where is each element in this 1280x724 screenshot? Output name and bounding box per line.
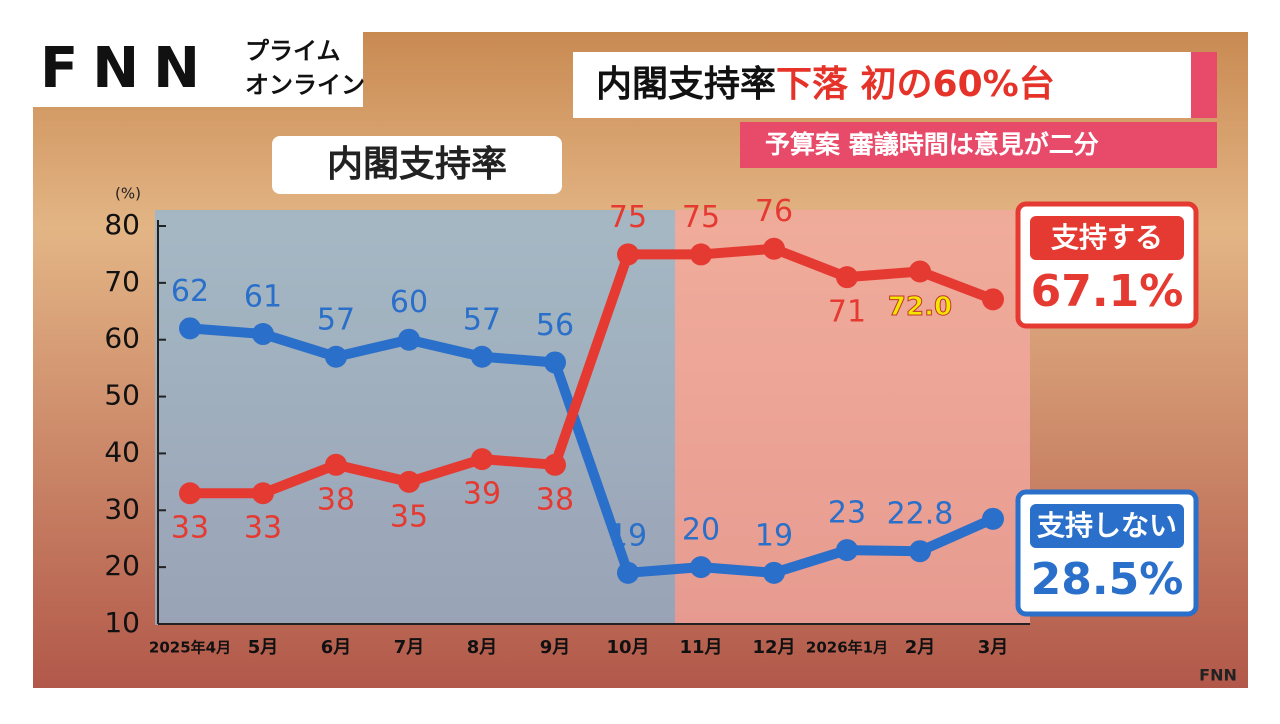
data-point [690, 243, 712, 266]
value-label: 19 [609, 518, 647, 553]
y-tick-label: 80 [104, 208, 140, 241]
callout-name: 支持する [1051, 221, 1163, 254]
x-tick-label: 2025年4月 [149, 639, 231, 657]
logo-box [33, 32, 363, 107]
x-tick-label: 9月 [540, 637, 571, 658]
value-label: 20 [682, 513, 720, 548]
value-label: 39 [463, 477, 501, 512]
data-point [909, 260, 931, 283]
data-point [325, 453, 347, 476]
blue-panel [155, 210, 675, 625]
data-point [982, 288, 1004, 311]
data-point [398, 328, 420, 351]
series-line [190, 243, 995, 499]
x-tick-label: 8月 [467, 637, 498, 658]
data-point [252, 482, 274, 505]
x-tick-label: 2月 [905, 637, 936, 658]
data-point [617, 243, 639, 266]
data-point [763, 561, 785, 584]
subheadline: 予算案 審議時間は意見が二分 [765, 130, 1099, 159]
value-label: 61 [244, 280, 282, 315]
y-tick-label: 30 [104, 492, 140, 525]
data-point [909, 540, 931, 563]
x-tick-label: 6月 [321, 637, 352, 658]
data-point [690, 556, 712, 579]
x-tick-label: 10月 [606, 637, 649, 658]
value-label: 71 [828, 295, 866, 330]
x-tick-label: 12月 [752, 637, 795, 658]
chart-title-box [272, 136, 562, 194]
headline-box [573, 52, 1191, 118]
y-tick-label: 50 [104, 379, 140, 412]
value-label: 57 [317, 302, 355, 337]
data-point [471, 345, 493, 368]
watermark: FNN [1199, 666, 1237, 685]
callout-name-box [1030, 216, 1184, 260]
headline-main: 内閣支持率 [596, 64, 776, 105]
callout-value: 28.5% [1031, 554, 1184, 605]
x-tick-label: 3月 [978, 637, 1009, 658]
headline-accent-text: 下落 初の60%台 [776, 64, 1055, 105]
value-label: 19 [755, 518, 793, 553]
value-label: 23 [828, 496, 866, 531]
callout-name: 支持しない [1037, 509, 1177, 542]
service-name: プライム [245, 37, 341, 65]
y-tick-label: 60 [104, 322, 140, 355]
data-point [544, 351, 566, 374]
value-label: 75 [682, 200, 720, 235]
series-line [189, 323, 996, 578]
value-label: 38 [536, 482, 574, 517]
y-tick-label: 70 [104, 265, 140, 298]
callout-value: 67.1% [1031, 266, 1184, 317]
headline: 内閣支持率下落 初の60%台 [596, 64, 1055, 105]
data-point [544, 453, 566, 476]
data-point [252, 323, 274, 346]
value-label: 33 [171, 511, 209, 546]
callout-name-box [1030, 504, 1184, 548]
value-label: 57 [463, 302, 501, 337]
subheadline-box [740, 122, 1217, 168]
y-tick-label: 20 [104, 549, 140, 582]
data-point [398, 470, 420, 493]
x-tick-label: 2026年1月 [806, 639, 888, 657]
data-point [617, 561, 639, 584]
value-label: 62 [171, 274, 209, 309]
data-point [836, 539, 858, 562]
data-point [179, 317, 201, 340]
value-label: 38 [317, 482, 355, 517]
headline-accent [1191, 52, 1217, 118]
data-point [982, 507, 1004, 530]
plot: 10 20 30 40 50 60 70 80 2025年4月 5月 6月 7月 8月 9月 10月 11月 1… [104, 194, 1199, 658]
service-name: オンライン [245, 71, 365, 99]
logo: FNN [40, 36, 214, 101]
y-tick-label: 10 [104, 606, 140, 639]
highlight-label: 72.0 [888, 292, 952, 322]
value-label: 35 [390, 499, 428, 534]
data-point [763, 237, 785, 260]
x-tick-label: 5月 [248, 637, 279, 658]
y-axis-label: (%) [115, 185, 141, 203]
x-tick-label: 11月 [679, 637, 722, 658]
chart-title: 内閣支持率 [327, 144, 507, 185]
data-point [325, 345, 347, 368]
value-label: 75 [609, 200, 647, 235]
value-label: 22.8 [887, 497, 954, 532]
value-label: 56 [536, 308, 574, 343]
x-tick-label: 7月 [394, 637, 425, 658]
data-point [179, 482, 201, 505]
value-label: 60 [390, 285, 428, 320]
data-point [836, 266, 858, 289]
y-tick-label: 40 [104, 435, 140, 468]
data-point [471, 448, 493, 471]
value-label: 33 [244, 511, 282, 546]
value-label: 76 [755, 194, 793, 229]
